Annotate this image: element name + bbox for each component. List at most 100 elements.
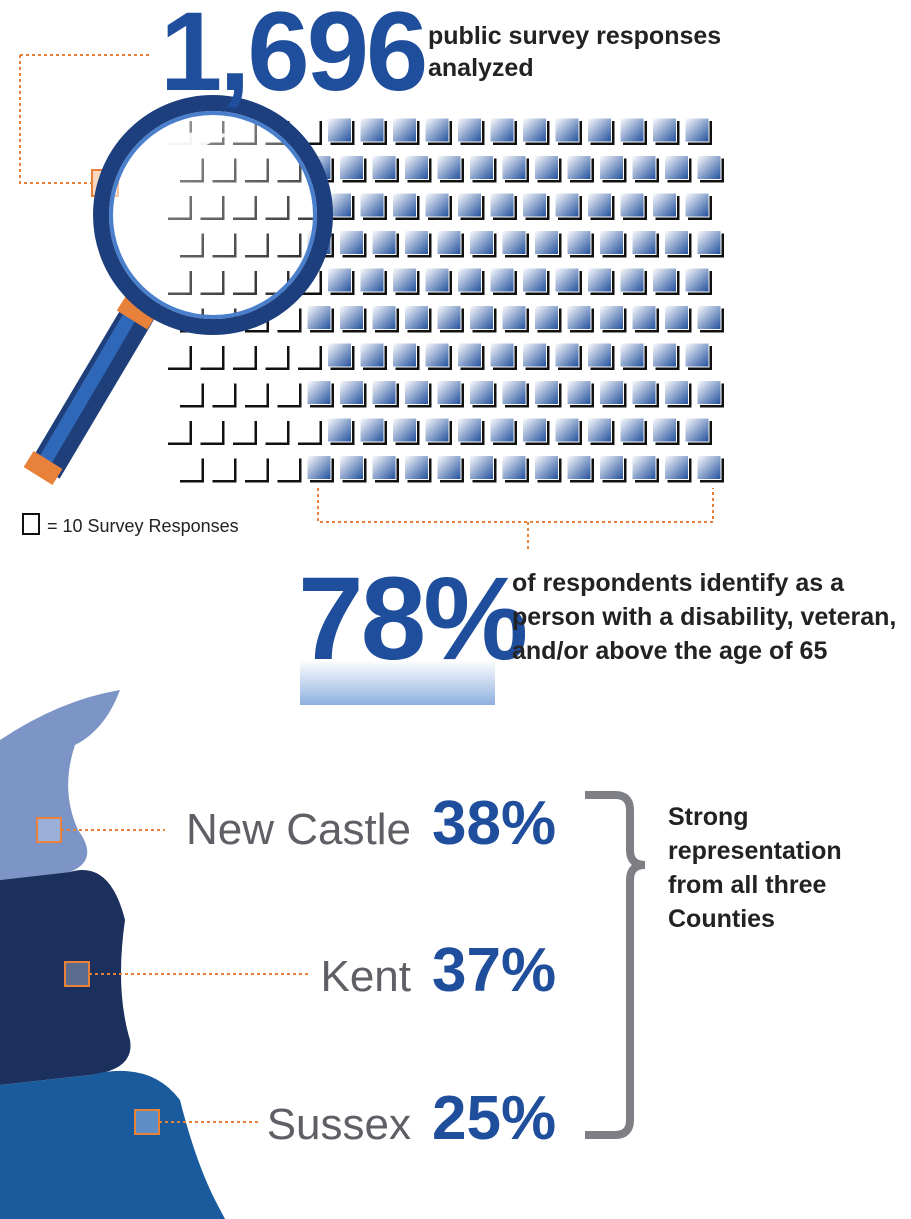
icon [339,455,364,480]
icon [424,192,450,218]
icon [599,230,624,255]
icon [339,230,364,255]
icon [522,267,547,293]
icon [392,267,417,293]
icon [262,342,287,368]
icon [327,117,352,143]
bracket [585,791,646,1139]
icon [534,155,559,180]
icon [566,230,592,255]
icon [457,267,482,293]
icon [371,380,397,405]
icon [684,267,710,293]
icon [241,380,267,405]
icon [489,267,515,293]
icon [631,380,657,405]
legend-icon [22,513,40,535]
icon [436,455,462,480]
icon [534,455,559,480]
icon [176,380,202,405]
icon [404,380,429,405]
icon [587,342,612,368]
icon [457,342,482,368]
icon [534,230,559,255]
icon [696,305,722,330]
icon [652,117,677,143]
icon [306,305,332,330]
icon [501,230,527,255]
icon [457,417,482,443]
icon [359,417,385,443]
icon [436,305,462,330]
icon [652,192,677,218]
icon [619,117,645,143]
icon [457,117,482,143]
icon [359,267,385,293]
icon [176,455,202,480]
icon [489,417,515,443]
icon [197,417,222,443]
icon [554,117,580,143]
highlight-bar [300,660,495,705]
map-markers [36,817,160,1135]
icon [436,230,462,255]
icon [424,267,450,293]
icon [359,117,385,143]
icon [489,342,515,368]
icon [664,230,689,255]
headline-number: 1,696 [160,0,428,114]
icon [392,192,417,218]
icon [392,417,417,443]
icon [327,267,352,293]
icon [652,342,677,368]
share-text: of respondents identify as a person with… [512,569,897,665]
icon [469,380,494,405]
icon [359,342,385,368]
icon [587,267,612,293]
icon [209,455,234,480]
icon [599,155,624,180]
icon [554,192,580,218]
icon [469,155,494,180]
icon [371,305,397,330]
icon [306,380,332,405]
icon [696,230,722,255]
icon [664,155,689,180]
county-name: New Castle [186,805,411,854]
icon [404,230,429,255]
county-name: Kent [320,952,411,1001]
map-new-castle [0,690,120,880]
county-percent: 38% [432,789,557,858]
icon [339,155,364,180]
icon [684,342,710,368]
icon [489,117,515,143]
icon [599,305,624,330]
icon [554,267,580,293]
icon [696,380,722,405]
icon [587,192,612,218]
icon [359,192,385,218]
icon [619,342,645,368]
icon [631,455,657,480]
icon [587,417,612,443]
magnifier [23,95,333,486]
icon [522,117,547,143]
icon [436,155,462,180]
icon [241,455,267,480]
icon [327,417,352,443]
icon [294,342,320,368]
icon [469,230,494,255]
icon [501,455,527,480]
county-percent: 37% [432,936,557,1005]
icon [274,455,299,480]
icon [534,380,559,405]
icon [534,305,559,330]
icon [554,342,580,368]
icon [619,192,645,218]
icon [469,305,494,330]
icon [566,380,592,405]
icon [164,417,190,443]
headline-text: public survey responses analyzed [428,22,722,82]
icon [294,417,320,443]
